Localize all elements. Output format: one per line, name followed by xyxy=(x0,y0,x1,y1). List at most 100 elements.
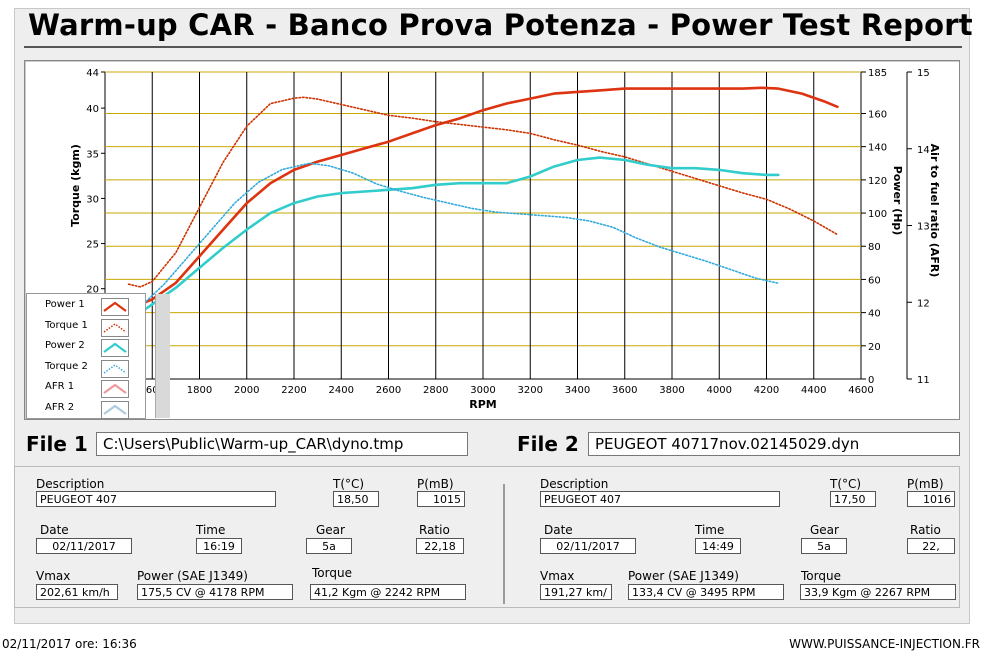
power-tick-label: 80 xyxy=(868,242,881,253)
legend-item-label: Power 2 xyxy=(45,340,85,351)
legend-item[interactable]: Torque 2 xyxy=(27,359,151,378)
power-tick-label: 0 xyxy=(868,375,874,386)
legend-item[interactable]: AFR 1 xyxy=(27,379,151,398)
run2-gear-field[interactable]: 5a xyxy=(801,538,847,554)
run1-time-label: Time xyxy=(196,523,226,537)
title-underline xyxy=(24,46,962,48)
run2-time-label: Time xyxy=(695,523,725,537)
file2-label: File 2 xyxy=(517,432,579,456)
x-tick-label: 3000 xyxy=(470,385,495,396)
run1-power-label: Power (SAE J1349) xyxy=(137,569,248,583)
run1-pressure-label: P(mB) xyxy=(417,477,454,491)
series-line-power-1 xyxy=(139,86,839,306)
power-tick-label: 40 xyxy=(868,309,881,320)
run2-torque-label: Torque xyxy=(801,569,841,583)
legend-item[interactable]: Power 1 xyxy=(27,297,151,316)
torque-tick-label: 25 xyxy=(86,240,99,251)
legend-item[interactable]: Torque 1 xyxy=(27,318,151,337)
run2-pressure-field[interactable]: 1016 xyxy=(907,491,955,507)
legend-item-label: Torque 2 xyxy=(45,360,88,372)
run1-date-label: Date xyxy=(40,523,69,537)
y-axis-title-torque: Torque (kgm) xyxy=(69,144,82,227)
report-title: Warm-up CAR - Banco Prova Potenza - Powe… xyxy=(28,8,973,42)
run2-pressure-label: P(mB) xyxy=(907,477,944,491)
y-axis-title-afr: Air to fuel ratio (AFR) xyxy=(928,144,941,278)
run2-ratio-field[interactable]: 22, xyxy=(907,538,955,554)
legend-swatch-icon xyxy=(101,298,129,316)
afr-tick-label: 15 xyxy=(917,68,930,79)
chart-legend: Power 1 Torque 1 Power 2 Torque 2 AFR 1 AFR 2 xyxy=(26,293,170,419)
power-tick-label: 20 xyxy=(868,342,881,353)
afr-tick-label: 14 xyxy=(917,145,930,156)
footer-datetime: 02/11/2017 ore: 16:36 xyxy=(2,637,137,651)
run-divider xyxy=(503,484,505,604)
x-axis-title: RPM xyxy=(469,398,496,411)
run1-torque-field[interactable]: 41,2 Kgm @ 2242 RPM xyxy=(310,584,466,600)
torque-tick-label: 40 xyxy=(86,104,99,115)
series-line-power-2 xyxy=(139,156,780,314)
power-tick-label: 140 xyxy=(868,143,887,154)
x-tick-label: 2400 xyxy=(329,385,354,396)
run2-date-field[interactable]: 02/11/2017 xyxy=(540,538,636,554)
x-tick-label: 4400 xyxy=(801,385,826,396)
power-tick-label: 120 xyxy=(868,176,887,187)
torque-tick-label: 20 xyxy=(86,285,99,296)
x-tick-label: 3200 xyxy=(518,385,543,396)
run1-temp-label: T(°C) xyxy=(333,477,365,491)
power-tick-label: 185 xyxy=(868,68,887,79)
legend-swatch-icon xyxy=(101,400,129,419)
afr-tick-label: 12 xyxy=(917,298,930,309)
run2-time-field[interactable]: 14:49 xyxy=(695,538,741,554)
legend-item-label: Torque 1 xyxy=(45,319,88,331)
legend-item-label: AFR 2 xyxy=(45,401,75,413)
run1-vmax-label: Vmax xyxy=(36,569,71,583)
x-tick-label: 1800 xyxy=(187,385,212,396)
x-tick-label: 2000 xyxy=(234,385,259,396)
run1-ratio-field[interactable]: 22,18 xyxy=(416,538,464,554)
series-line-torque-1 xyxy=(127,96,839,288)
run1-date-field[interactable]: 02/11/2017 xyxy=(36,538,132,554)
file2-path-field[interactable]: PEUGEOT 40717nov.02145029.dyn xyxy=(588,432,960,456)
run1-description-field[interactable]: PEUGEOT 407 xyxy=(36,491,276,507)
file1-path-field[interactable]: C:\Users\Public\Warm-up_CAR\dyno.tmp xyxy=(96,432,468,456)
run1-time-field[interactable]: 16:19 xyxy=(196,538,242,554)
legend-item-label: Power 1 xyxy=(45,299,85,310)
run1-gear-field[interactable]: 5a xyxy=(306,538,352,554)
run2-gear-label: Gear xyxy=(810,523,839,537)
legend-item[interactable]: AFR 2 xyxy=(27,400,151,419)
legend-scrollbar[interactable] xyxy=(155,294,170,418)
run2-description-label: Description xyxy=(540,477,609,491)
legend-swatch-icon xyxy=(101,359,129,378)
x-tick-label: 1600 xyxy=(140,385,165,396)
power-tick-label: 160 xyxy=(868,109,887,120)
legend-swatch-icon xyxy=(101,339,129,357)
x-tick-label: 2800 xyxy=(423,385,448,396)
run2-date-label: Date xyxy=(544,523,573,537)
run1-ratio-label: Ratio xyxy=(419,523,450,537)
footer-website[interactable]: WWW.PUISSANCE-INJECTION.FR xyxy=(789,637,980,651)
legend-item-label: AFR 1 xyxy=(45,381,75,392)
run2-torque-field[interactable]: 33,9 Kgm @ 2267 RPM xyxy=(800,584,956,600)
power-tick-label: 100 xyxy=(868,209,887,220)
run1-pressure-field[interactable]: 1015 xyxy=(417,491,465,507)
run1-temp-field[interactable]: 18,50 xyxy=(333,491,379,507)
run2-description-field[interactable]: PEUGEOT 407 xyxy=(540,491,780,507)
afr-tick-label: 13 xyxy=(917,222,930,233)
run2-ratio-label: Ratio xyxy=(910,523,941,537)
run1-power-field[interactable]: 175,5 CV @ 4178 RPM xyxy=(137,584,293,600)
run2-temp-label: T(°C) xyxy=(830,477,862,491)
torque-tick-label: 44 xyxy=(86,68,99,79)
legend-item[interactable]: Power 2 xyxy=(27,338,151,357)
run1-vmax-field[interactable]: 202,61 km/h xyxy=(36,584,118,600)
run2-vmax-label: Vmax xyxy=(540,569,575,583)
series-line-torque-2 xyxy=(116,162,780,328)
run2-vmax-field[interactable]: 191,27 km/ xyxy=(540,584,612,600)
run2-power-label: Power (SAE J1349) xyxy=(628,569,739,583)
legend-swatch-icon xyxy=(101,318,129,337)
x-tick-label: 4000 xyxy=(707,385,732,396)
run2-power-field[interactable]: 133,4 CV @ 3495 RPM xyxy=(628,584,784,600)
chart-panel: 1600 1800 2000 2200 2400 2600 2800 3000 3200 3400… xyxy=(24,60,960,420)
y-axis-title-power: Power (Hp) xyxy=(891,166,904,236)
x-tick-label: 2200 xyxy=(281,385,306,396)
run2-temp-field[interactable]: 17,50 xyxy=(830,491,876,507)
